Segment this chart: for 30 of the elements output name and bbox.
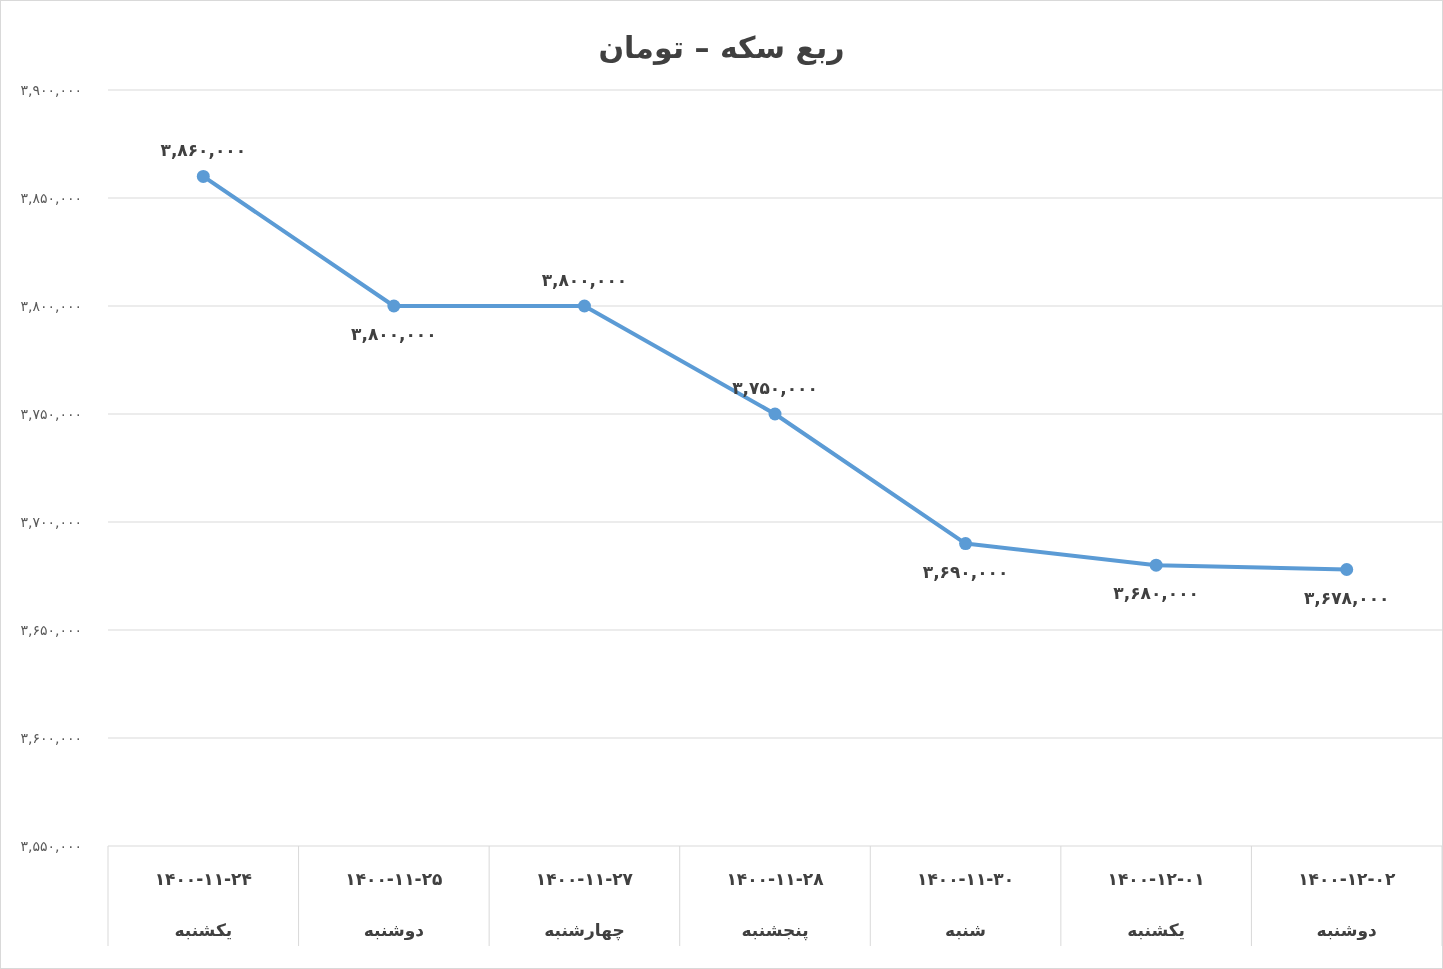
category-label: ۱۴۰۰-۱۱-۲۴ یکشنبه <box>154 869 252 940</box>
data-label: ۳,۷۵۰,۰۰۰ <box>732 378 818 398</box>
point <box>1149 558 1163 572</box>
point <box>1340 563 1354 577</box>
category-label: ۱۴۰۰-۱۲-۰۲ دوشنبه <box>1298 869 1396 940</box>
category-label: ۱۴۰۰-۱۱-۲۸ پنجشنبه <box>726 869 824 940</box>
point <box>387 299 401 313</box>
category-label: ۱۴۰۰-۱۲-۰۱ یکشنبه <box>1107 869 1205 940</box>
y-tick-label: ۳,۸۵۰,۰۰۰ <box>20 190 82 206</box>
y-tick-label: ۳,۸۰۰,۰۰۰ <box>20 298 82 314</box>
y-tick-label: ۳,۶۰۰,۰۰۰ <box>20 730 82 746</box>
y-tick-label: ۳,۵۵۰,۰۰۰ <box>20 838 82 854</box>
data-label: ۳,۸۰۰,۰۰۰ <box>541 270 628 290</box>
category-label: ۱۴۰۰-۱۱-۲۷ چهارشنبه <box>535 869 633 940</box>
data-label: ۳,۸۰۰,۰۰۰ <box>351 324 437 344</box>
point <box>959 537 973 551</box>
data-label: ۳,۶۸۰,۰۰۰ <box>1113 583 1199 604</box>
y-tick-label: ۳,۶۵۰,۰۰۰ <box>20 622 82 638</box>
data-label: ۳,۸۶۰,۰۰۰ <box>160 140 247 161</box>
category-label: ۱۴۰۰-۱۱-۲۵ دوشنبه <box>345 869 443 940</box>
y-tick-label: ۳,۹۰۰,۰۰۰ <box>20 82 82 98</box>
data-label: ۳,۶۷۸,۰۰۰ <box>1303 587 1390 608</box>
data-label: ۳,۶۹۰,۰۰۰ <box>922 561 1009 582</box>
point <box>577 299 591 313</box>
category-label: ۱۴۰۰-۱۱-۳۰ شنبه <box>917 869 1015 940</box>
y-tick-label: ۳,۷۰۰,۰۰۰ <box>20 514 82 530</box>
chart-title: ربع سکه – تومان <box>598 30 845 65</box>
point <box>196 169 210 183</box>
y-tick-label: ۳,۷۵۰,۰۰۰ <box>20 406 82 422</box>
point <box>768 407 782 421</box>
